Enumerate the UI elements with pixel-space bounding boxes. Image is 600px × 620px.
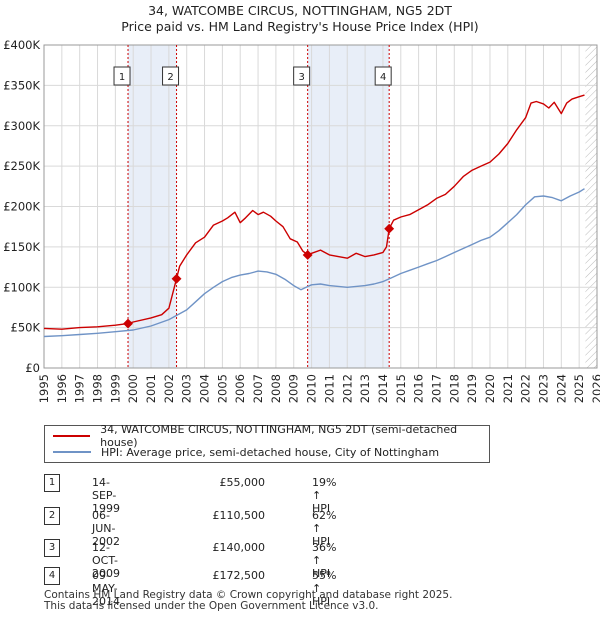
sale-point	[171, 273, 182, 284]
plot-border	[43, 44, 598, 369]
sale-point	[384, 223, 395, 234]
transaction-price: £140,000	[212, 541, 266, 554]
x-tick-label: 1997	[73, 374, 87, 403]
transaction-date: 06-JUN-2002	[92, 509, 120, 548]
y-tick-label: £350K	[3, 78, 40, 92]
y-tick-label: £400K	[3, 38, 40, 52]
transaction-date: 12-OCT-2009	[92, 541, 120, 580]
y-tick-label: £200K	[3, 200, 40, 214]
x-tick-label: 2011	[322, 374, 336, 403]
x-tick-label: 2006	[233, 374, 247, 403]
sale-point	[302, 250, 313, 260]
y-tick-label: £100K	[3, 280, 40, 294]
y-tick-label: £0	[25, 361, 40, 375]
sale-number-label: 1	[119, 72, 125, 83]
footer-licence: This data is licensed under the Open Gov…	[44, 600, 379, 612]
transaction-hpi-change: 55% ↑ HPI	[312, 569, 337, 608]
x-tick-label: 2012	[340, 374, 354, 403]
transaction-number-badge: 4	[44, 567, 60, 585]
x-tick-label: 2019	[465, 374, 479, 403]
sale-number-box	[374, 66, 392, 86]
x-tick-label: 1996	[55, 374, 69, 403]
x-tick-label: 2009	[287, 374, 301, 403]
x-tick-label: 1995	[37, 374, 51, 403]
legend-item-property: 34, WATCOMBE CIRCUS, NOTTINGHAM, NG5 2DT…	[53, 423, 489, 449]
sale-number-label: 4	[380, 72, 386, 83]
transaction-number-badge: 1	[44, 474, 60, 492]
y-tick-label: £50K	[11, 321, 41, 335]
x-tick-label: 2021	[501, 374, 515, 403]
x-tick-label: 2002	[162, 374, 176, 403]
x-tick-label: 2013	[358, 374, 372, 403]
x-tick-label: 2007	[251, 374, 265, 403]
legend-swatch-hpi	[53, 451, 91, 453]
x-tick-label: 2017	[429, 374, 443, 403]
footer-copyright: Contains HM Land Registry data © Crown c…	[44, 589, 453, 601]
sale-number-label: 2	[167, 72, 173, 83]
sale-number-box	[293, 66, 311, 86]
x-tick-label: 2022	[519, 374, 533, 403]
footer: Contains HM Land Registry data © Crown c…	[44, 590, 452, 612]
transaction-hpi-change: 36% ↑ HPI	[312, 541, 337, 580]
legend-label-hpi: HPI: Average price, semi-detached house,…	[101, 445, 440, 459]
x-tick-label: 1999	[108, 374, 122, 403]
transaction-number-badge: 2	[44, 507, 60, 525]
hpi-line	[43, 188, 585, 338]
x-tick-label: 2015	[394, 374, 408, 403]
chart-title-block: 34, WATCOMBE CIRCUS, NOTTINGHAM, NG5 2DT…	[0, 3, 600, 35]
x-tick-label: 2024	[554, 374, 568, 403]
legend: 34, WATCOMBE CIRCUS, NOTTINGHAM, NG5 2DT…	[44, 423, 490, 463]
legend-label-property: 34, WATCOMBE CIRCUS, NOTTINGHAM, NG5 2DT…	[100, 423, 458, 449]
transaction-hpi-change: 62% ↑ HPI	[312, 509, 337, 548]
x-tick-label: 2005	[215, 374, 229, 403]
transaction-hpi-change: 19% ↑ HPI	[312, 476, 337, 515]
transaction-price: £55,000	[219, 476, 266, 489]
sale-number-box	[162, 66, 180, 86]
chart-subtitle: Price paid vs. HM Land Registry's House …	[121, 19, 479, 34]
property-price-line	[43, 94, 585, 330]
transaction-date: 09-MAY-2014	[92, 569, 120, 608]
chart-title: 34, WATCOMBE CIRCUS, NOTTINGHAM, NG5 2DT	[148, 3, 452, 18]
sale-number-label: 3	[298, 72, 304, 83]
transaction-date: 14-SEP-1999	[92, 476, 120, 515]
legend-swatch-property	[53, 435, 91, 437]
x-tick-label: 2000	[126, 374, 140, 403]
transaction-price: £172,500	[212, 569, 266, 582]
y-tick-label: £250K	[3, 159, 40, 173]
x-tick-label: 2016	[412, 374, 426, 403]
y-tick-label: £300K	[3, 119, 40, 133]
transaction-number-badge: 3	[44, 539, 60, 557]
x-tick-label: 1998	[91, 374, 105, 403]
x-tick-label: 2001	[144, 374, 158, 403]
x-tick-label: 2026	[590, 374, 600, 403]
x-tick-label: 2018	[447, 374, 461, 403]
x-tick-label: 2023	[536, 374, 550, 403]
transaction-price: £110,500	[212, 509, 266, 522]
x-tick-label: 2010	[305, 374, 319, 403]
legend-item-hpi: HPI: Average price, semi-detached house,…	[53, 444, 439, 460]
x-tick-label: 2014	[376, 374, 390, 403]
sale-number-box	[113, 66, 131, 86]
x-tick-label: 2004	[198, 374, 212, 403]
price-chart: £0 £50K £100K £150K £200K £250K £300K £350K £400…	[3, 38, 600, 403]
y-tick-label: £150K	[3, 240, 40, 254]
x-tick-label: 2020	[483, 374, 497, 403]
x-tick-label: 2008	[269, 374, 283, 403]
x-tick-label: 2025	[572, 374, 586, 403]
x-tick-label: 2003	[180, 374, 194, 403]
